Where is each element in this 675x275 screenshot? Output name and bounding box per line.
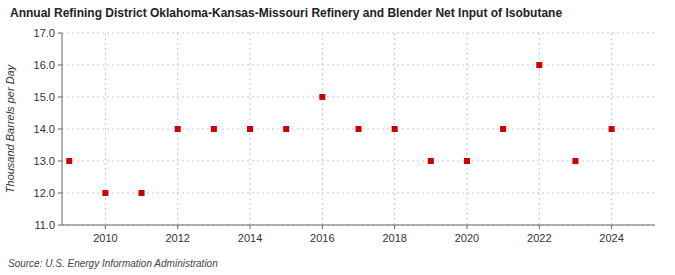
point	[428, 158, 434, 164]
x-tick	[394, 225, 395, 229]
y-tick	[58, 225, 62, 226]
y-tick-label: 11.0	[34, 219, 55, 231]
x-tick-label: 2010	[93, 232, 117, 244]
point	[247, 126, 253, 132]
x-tick	[177, 225, 178, 229]
x-grid-line	[466, 33, 467, 225]
point	[609, 126, 615, 132]
y-tick-label: 16.0	[34, 59, 55, 71]
chart: Annual Refining District Oklahoma-Kansas…	[0, 0, 675, 275]
y-tick-label: 17.0	[34, 27, 55, 39]
point	[356, 126, 362, 132]
x-tick	[611, 225, 612, 229]
grid	[62, 33, 655, 225]
y-tick	[58, 97, 62, 98]
axes: 11.0 12.0 13.0 14.0 15.0 16.0 17.0 2010 2012 2014…	[34, 27, 655, 244]
x-tick-label: 2024	[599, 232, 623, 244]
y-grid-line	[62, 65, 655, 66]
y-tick	[58, 65, 62, 66]
point	[319, 94, 325, 100]
point	[392, 126, 398, 132]
x-tick-label: 2022	[527, 232, 551, 244]
x-tick-label: 2012	[165, 232, 189, 244]
x-grid-line	[539, 33, 540, 225]
x-tick	[105, 225, 106, 229]
title: Annual Refining District Oklahoma-Kansas…	[10, 6, 562, 20]
y-grid-line	[62, 33, 655, 34]
points	[66, 62, 614, 196]
x-tick	[322, 225, 323, 229]
point	[283, 126, 289, 132]
y-tick	[58, 33, 62, 34]
y-grid-line	[62, 225, 655, 226]
x-grid-line	[105, 33, 106, 225]
x-tick-label: 2018	[382, 232, 406, 244]
y-grid-line	[62, 193, 655, 194]
x-tick-label: 2020	[455, 232, 479, 244]
x-axis-line	[62, 225, 655, 226]
point	[102, 190, 108, 196]
point	[536, 62, 542, 68]
source-note: Source: U.S. Energy Information Administ…	[8, 258, 218, 269]
point	[500, 126, 506, 132]
y-tick-label: 12.0	[34, 187, 55, 199]
point	[139, 190, 145, 196]
x-tick-label: 2016	[310, 232, 334, 244]
x-tick	[539, 225, 540, 229]
x-grid-line	[322, 33, 323, 225]
y-tick	[58, 129, 62, 130]
y-tick-label: 15.0	[34, 91, 55, 103]
y-tick-label: 14.0	[34, 123, 55, 135]
point	[66, 158, 72, 164]
point	[464, 158, 470, 164]
point	[211, 126, 217, 132]
y-grid-line	[62, 161, 655, 162]
y-tick	[58, 161, 62, 162]
y-grid-line	[62, 97, 655, 98]
point	[572, 158, 578, 164]
chart-container: Annual Refining District Oklahoma-Kansas…	[0, 0, 675, 275]
y-axis-line	[62, 33, 63, 225]
y-tick-label: 13.0	[34, 155, 55, 167]
y-axis-label: Thousand Barrels per Day	[4, 63, 16, 193]
point	[175, 126, 181, 132]
x-tick	[466, 225, 467, 229]
x-tick-label: 2014	[238, 232, 262, 244]
y-tick	[58, 193, 62, 194]
x-tick	[250, 225, 251, 229]
